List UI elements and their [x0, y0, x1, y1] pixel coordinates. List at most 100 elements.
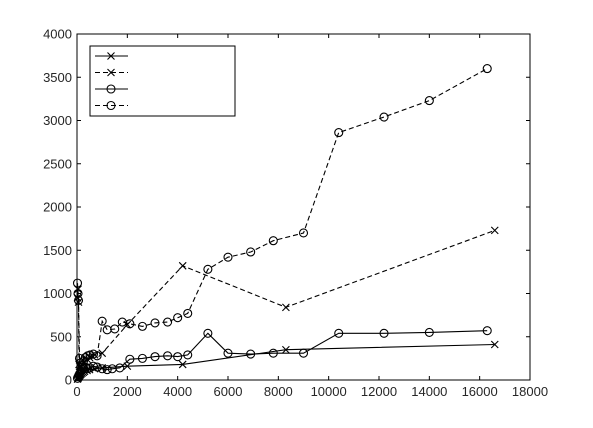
series-3-point-20 [163, 351, 173, 361]
series-4-point-1 [72, 278, 83, 288]
x-tick-label: 2000 [113, 384, 142, 399]
series-3-point-26 [268, 348, 278, 358]
series-4-point-18 [137, 321, 147, 331]
series-4-point-25 [246, 247, 256, 257]
series-4-point-8 [80, 352, 90, 363]
legend-marker-1 [107, 52, 115, 60]
series-4-point-15 [110, 324, 120, 334]
series-4-point-26 [268, 236, 278, 246]
series-4-point-21 [173, 313, 183, 323]
x-tick-label: 12000 [361, 384, 397, 399]
series-4-point-30 [424, 96, 434, 106]
y-tick-label: 3000 [43, 113, 72, 128]
legend [89, 45, 236, 117]
series-3-line [76, 330, 488, 379]
y-tick-label: 1500 [43, 243, 72, 258]
series-1-point-18-stroke-b [490, 340, 499, 349]
x-tick-label: 18000 [512, 384, 548, 399]
series-3-point-22 [183, 350, 193, 360]
series-2-point-16 [178, 261, 187, 270]
series-4-point-2 [73, 288, 83, 299]
series-4-point-19 [150, 318, 160, 328]
legend-marker-3 [106, 84, 116, 94]
legend-entry-2 [95, 68, 128, 77]
series-3-point-17 [125, 354, 135, 364]
legend-entry-1 [95, 52, 128, 60]
series-4-point-31 [482, 64, 492, 74]
series-2-line [76, 229, 495, 370]
x-tick-label: 4000 [163, 384, 192, 399]
x-tick-label: 8000 [264, 384, 293, 399]
series-3-point-14 [102, 365, 112, 375]
series-2-point-16-stroke-b [178, 261, 187, 270]
legend-box [89, 45, 236, 117]
series-1-point-16-stroke-b [178, 360, 187, 369]
series-3-point-23 [203, 328, 213, 338]
series-1-point-18 [490, 340, 499, 349]
series-2-point-17-stroke-b [281, 303, 290, 312]
series-2-point-17 [281, 303, 290, 312]
series-3-point-12 [92, 362, 102, 372]
series-4-point-17 [125, 319, 135, 329]
series-2-point-18 [490, 226, 499, 235]
series-4-point-27 [298, 228, 309, 238]
series-4-point-6 [77, 360, 87, 370]
y-tick-label: 3500 [43, 70, 72, 85]
y-tick-label: 2500 [43, 156, 72, 171]
series-4-point-20 [163, 317, 173, 327]
series-4-point-29 [379, 112, 389, 122]
series-4-point-13 [97, 316, 107, 326]
legend-entry-3 [95, 84, 128, 94]
series-4-point-22 [183, 308, 193, 318]
series-2-point-18-stroke-b [490, 226, 499, 235]
series-1-point-16 [178, 360, 187, 369]
y-tick-label: 0 [65, 373, 72, 388]
x-tick-label: 6000 [214, 384, 243, 399]
y-tick-label: 4000 [43, 27, 72, 42]
series-1-point-17-stroke-b [281, 345, 290, 354]
series-3-point-28 [334, 328, 344, 338]
x-tick-label: 10000 [311, 384, 347, 399]
series-1-point-17 [281, 345, 290, 354]
axes: 0 2000 4000 6000 8000 10000 12000 14000 16000 180… [43, 27, 548, 400]
series-3-point-11 [88, 361, 98, 371]
series-3-point-16 [115, 363, 125, 373]
x-tick-label: 16000 [462, 384, 498, 399]
y-tick-label: 500 [50, 329, 72, 344]
series-3-point-31 [482, 326, 492, 336]
series-4 [72, 64, 492, 370]
series-1 [73, 340, 499, 384]
series-4-point-12 [92, 351, 102, 361]
series-3-point-19 [150, 352, 160, 362]
series-3-point-25 [246, 349, 256, 359]
series-2-point-14-stroke-b [98, 349, 107, 358]
series-3-point-13 [97, 364, 107, 374]
series-4-line [76, 68, 488, 367]
legend-marker-2 [107, 68, 115, 77]
series-3-point-18 [137, 353, 147, 363]
series-4-point-23 [203, 264, 213, 274]
series-3-point-30 [424, 327, 434, 337]
legend-marker-2-stroke-b [107, 68, 115, 77]
series-1-point-15-stroke-b [123, 362, 132, 371]
x-tick-label: 14000 [411, 384, 447, 399]
series-4-point-24 [223, 252, 233, 262]
series-3-point-7 [78, 363, 89, 373]
legend-marker-4 [106, 100, 116, 111]
series-3 [72, 326, 492, 383]
legend-entry-4 [95, 100, 128, 111]
series-3-point-24 [223, 348, 233, 358]
series-2-point-14 [98, 349, 107, 358]
series-3-point-21 [173, 352, 183, 362]
y-tick-label: 1000 [43, 286, 72, 301]
y-tick-label: 2000 [43, 200, 72, 215]
series-4-point-14 [102, 325, 112, 335]
series-4-point-28 [334, 128, 344, 138]
series-4-point-3 [73, 295, 84, 305]
legend-marker-1-stroke-b [107, 52, 115, 60]
series-3-point-29 [379, 328, 389, 338]
plot-area [72, 64, 499, 384]
series-3-point-27 [298, 348, 309, 358]
x-tick-label: 0 [73, 384, 80, 399]
